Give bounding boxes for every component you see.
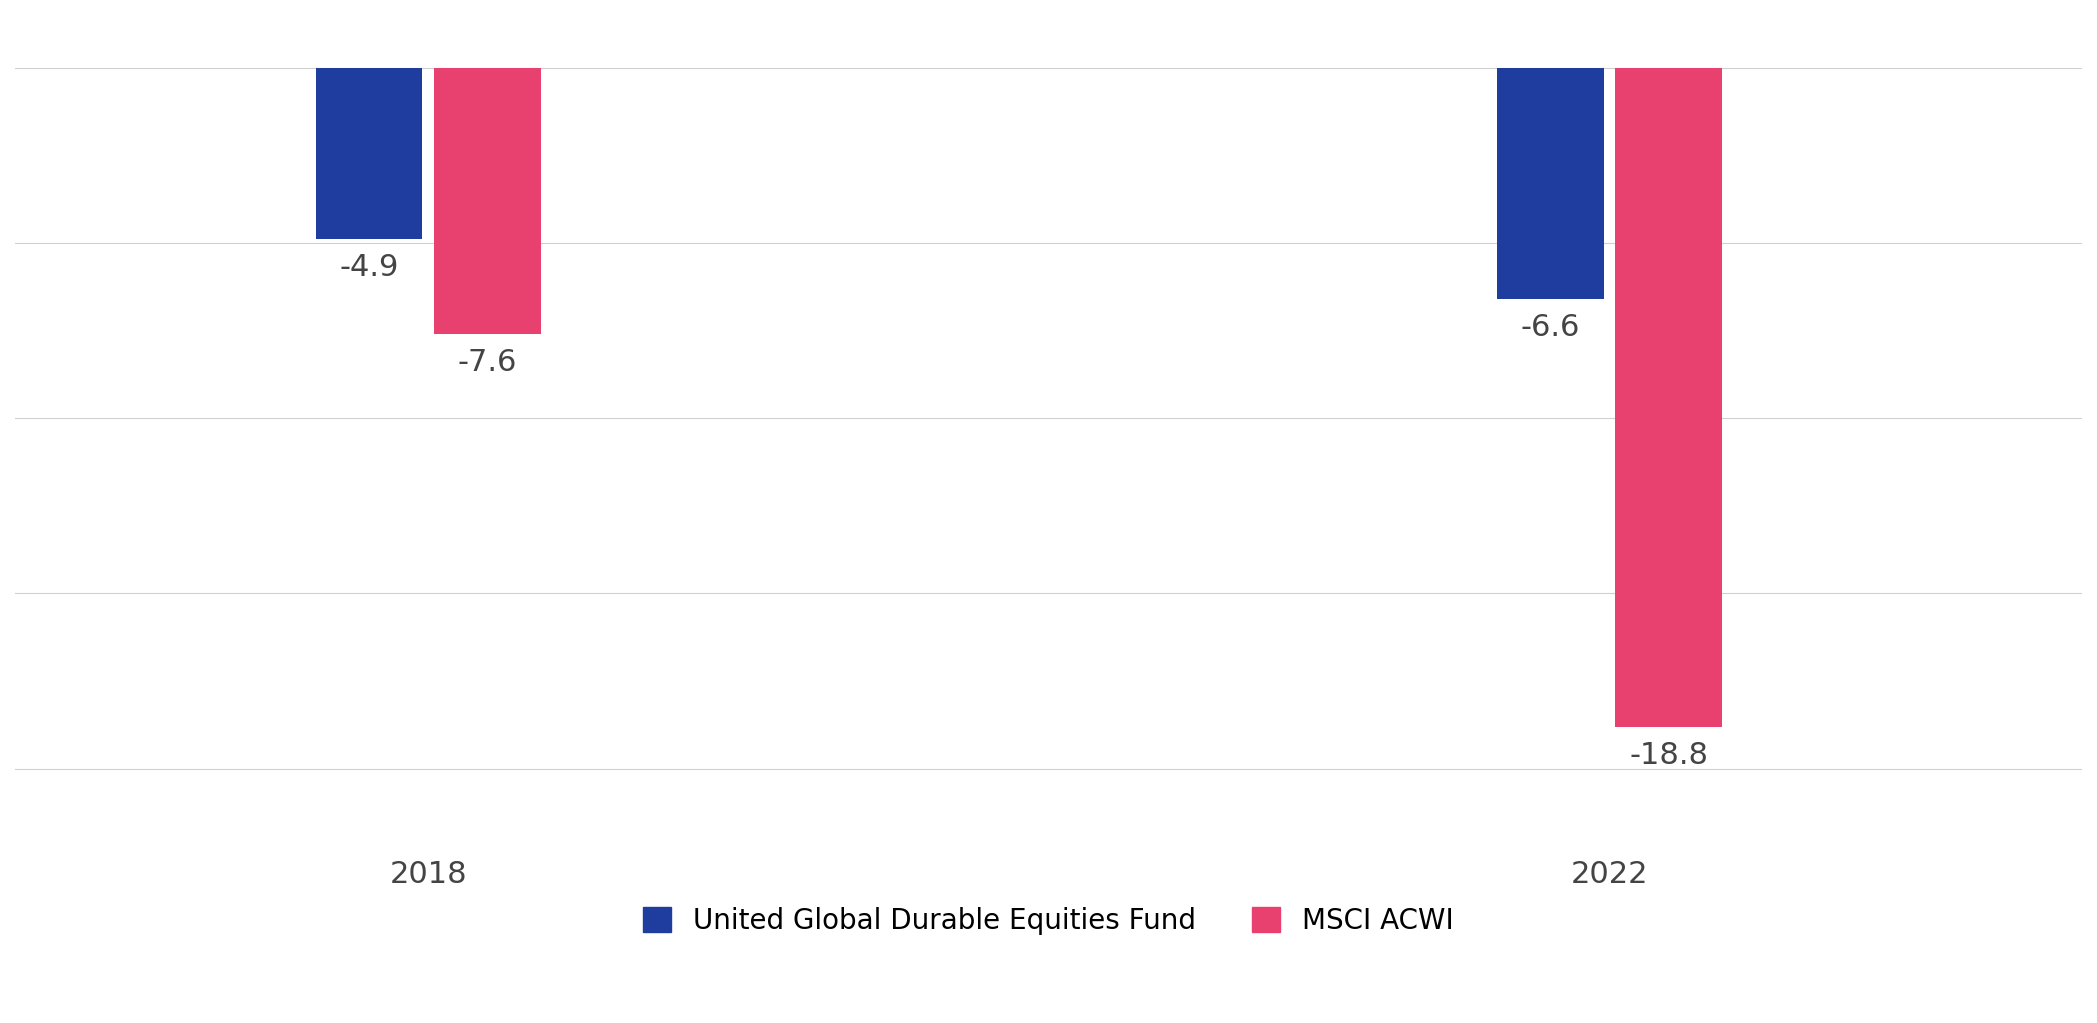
- Bar: [1615, 68, 1722, 726]
- Text: -18.8: -18.8: [1629, 741, 1709, 769]
- Legend: United Global Durable Equities Fund, MSCI ACWI: United Global Durable Equities Fund, MSC…: [629, 893, 1468, 948]
- Bar: [434, 68, 541, 335]
- Bar: [317, 68, 421, 239]
- Text: -6.6: -6.6: [1520, 313, 1581, 342]
- Bar: [1497, 68, 1604, 299]
- Text: -7.6: -7.6: [457, 348, 518, 377]
- Text: -4.9: -4.9: [340, 254, 398, 282]
